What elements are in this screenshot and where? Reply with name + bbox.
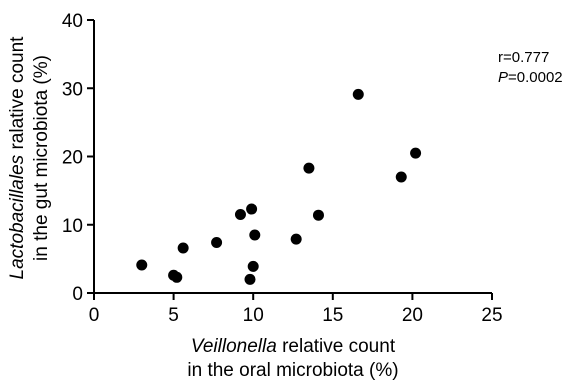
x-axis-title-line1: Veillonella relative count bbox=[191, 336, 396, 357]
data-point bbox=[312, 209, 324, 221]
y-axis-title-italic: Lactobacillales bbox=[7, 154, 28, 279]
axes bbox=[93, 20, 492, 294]
y-axis-title-line1: Lactobacillales ralative count bbox=[7, 36, 28, 280]
data-point bbox=[136, 259, 148, 271]
data-point bbox=[303, 162, 315, 174]
y-axis-title-line2: in the gut microbiota (%) bbox=[31, 55, 52, 261]
x-tick-label: 10 bbox=[243, 305, 264, 326]
x-tick-label: 5 bbox=[168, 305, 179, 326]
x-axis-title-italic: Veillonella bbox=[191, 336, 277, 357]
data-point bbox=[395, 171, 407, 183]
correlation-r-text: r=0.777 bbox=[498, 49, 549, 66]
x-tick-label: 15 bbox=[322, 305, 343, 326]
data-point bbox=[234, 209, 246, 221]
data-point bbox=[211, 236, 223, 248]
y-tick-label: 0 bbox=[72, 284, 83, 305]
data-point bbox=[247, 260, 259, 272]
ticks: 0 5 10 15 20 25 0 10 20 30 40 bbox=[62, 11, 503, 326]
y-tick-label: 30 bbox=[62, 79, 83, 100]
p-label: P bbox=[498, 69, 508, 86]
stats-annotation: r=0.777 P=0.0002 bbox=[498, 49, 563, 86]
x-axis-title: Veillonella relative count in the oral m… bbox=[187, 336, 398, 381]
y-tick-label: 20 bbox=[62, 148, 83, 169]
x-tick-label: 25 bbox=[481, 305, 502, 326]
data-point bbox=[244, 273, 256, 285]
y-tick-label: 10 bbox=[62, 216, 83, 237]
data-point bbox=[171, 271, 183, 283]
data-point bbox=[177, 242, 189, 254]
x-tick-label: 20 bbox=[402, 305, 423, 326]
y-axis-title-rest: ralative count bbox=[7, 36, 28, 155]
y-axis-title: Lactobacillales ralative count in the gu… bbox=[7, 36, 52, 280]
x-tick-label: 0 bbox=[89, 305, 100, 326]
data-point bbox=[410, 147, 422, 159]
data-point bbox=[246, 203, 258, 215]
data-point bbox=[352, 88, 364, 100]
x-axis-title-line2: in the oral microbiota (%) bbox=[187, 360, 398, 381]
data-points bbox=[136, 88, 422, 285]
y-tick-label: 40 bbox=[62, 11, 83, 32]
data-point bbox=[249, 229, 261, 241]
p-value-text: P=0.0002 bbox=[498, 69, 563, 86]
p-value: =0.0002 bbox=[508, 69, 563, 86]
x-axis-title-rest: relative count bbox=[277, 336, 396, 357]
data-point bbox=[290, 233, 302, 245]
